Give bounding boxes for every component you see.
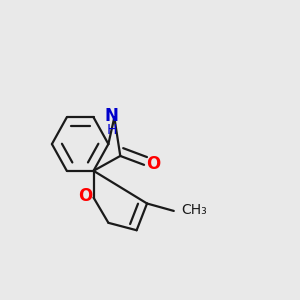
Text: O: O: [78, 188, 92, 206]
Text: O: O: [146, 155, 160, 173]
Text: CH₃: CH₃: [181, 203, 207, 217]
Text: N: N: [104, 107, 118, 125]
Text: H: H: [106, 123, 116, 137]
